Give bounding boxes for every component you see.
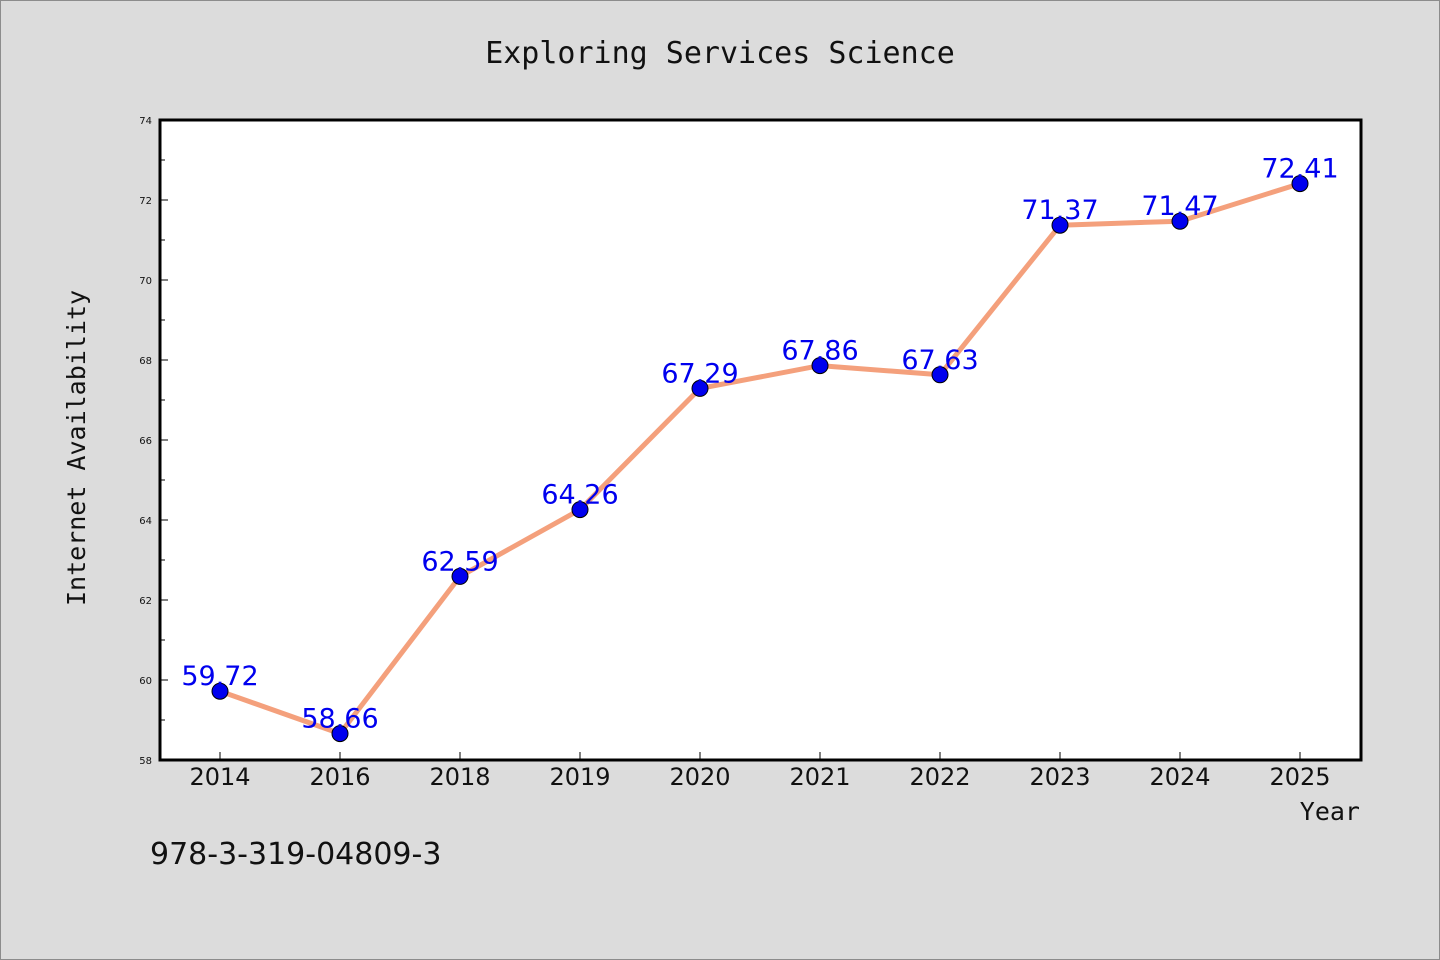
y-tick-label: 66: [139, 436, 152, 447]
x-tick-label: 2024: [1149, 763, 1210, 791]
data-point: [811, 357, 829, 375]
x-axis-label: Year: [1300, 797, 1360, 826]
y-tick-label: 60: [139, 676, 152, 687]
x-tick-label: 2018: [429, 763, 490, 791]
x-tick-label: 2023: [1029, 763, 1090, 791]
data-point: [331, 725, 349, 743]
data-label: 59.72: [181, 661, 258, 692]
data-point: [1171, 212, 1189, 230]
data-point: [1291, 175, 1309, 193]
data-label: 71.47: [1141, 191, 1218, 222]
y-tick-label: 62: [139, 596, 152, 607]
data-label: 64.26: [541, 480, 618, 511]
y-tick-label: 68: [139, 356, 152, 367]
data-point: [211, 682, 229, 700]
data-point: [451, 567, 469, 585]
y-tick-label: 58: [139, 756, 152, 767]
data-label: 72.41: [1261, 154, 1338, 185]
y-tick-label: 74: [139, 116, 152, 127]
series-group: 59.72 58.66 62.59 64.26 67.29 67.86 67.63 71.37…: [181, 154, 1339, 743]
y-axis-label: Internet Availability: [62, 290, 91, 606]
series-line: [217, 181, 1303, 737]
chart-title: Exploring Services Science: [485, 36, 955, 71]
y-tick-label: 70: [139, 276, 152, 287]
data-label: 62.59: [421, 546, 498, 577]
x-tick-label: 2020: [669, 763, 730, 791]
data-label: 67.86: [781, 336, 858, 367]
y-axis: 58 60 62 64 66 68 70 72 74: [139, 116, 168, 767]
data-point: [571, 501, 589, 519]
x-tick-label: 2014: [189, 763, 250, 791]
x-tick-label: 2016: [309, 763, 370, 791]
x-tick-label: 2019: [549, 763, 610, 791]
y-tick-label: 72: [139, 196, 152, 207]
plot-area: [158, 118, 1363, 762]
data-label: 71.37: [1021, 195, 1098, 226]
data-label: 67.63: [901, 345, 978, 376]
x-tick-label: 2025: [1269, 763, 1330, 791]
data-label: 58.66: [301, 704, 378, 735]
data-label: 67.29: [661, 358, 738, 389]
x-axis: 2014 2016 2018 2019 2020 2021 2022 2023 2024 2025: [189, 752, 1331, 791]
data-point: [931, 366, 949, 384]
y-tick-label: 64: [139, 516, 152, 527]
isbn-label: 978-3-319-04809-3: [150, 837, 441, 872]
x-tick-label: 2022: [909, 763, 970, 791]
x-tick-label: 2021: [789, 763, 850, 791]
data-point: [1051, 216, 1069, 234]
data-point: [691, 379, 709, 397]
